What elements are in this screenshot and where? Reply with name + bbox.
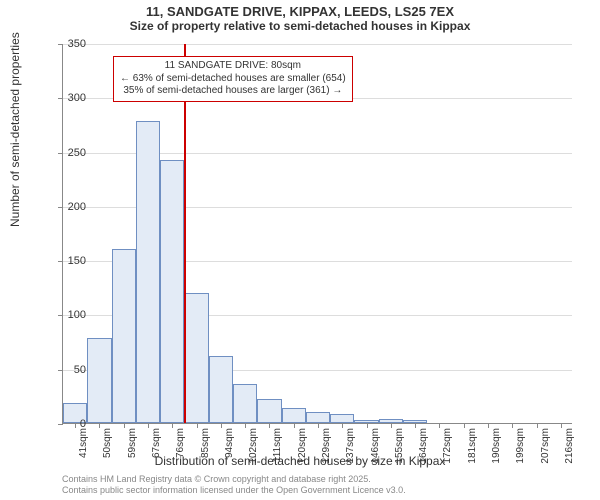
xtick-label: 41sqm [78,428,89,478]
histogram-bar [257,399,281,423]
chart-container: 11, SANDGATE DRIVE, KIPPAX, LEEDS, LS25 … [0,0,600,500]
y-axis-label: Number of semi-detached properties [8,32,22,227]
xtick-mark [537,423,538,428]
xtick-mark [294,423,295,428]
xtick-label: 111sqm [272,428,283,478]
xtick-label: 137sqm [345,428,356,478]
ytick-label: 100 [46,309,86,321]
xtick-mark [464,423,465,428]
grid-line [63,44,572,45]
histogram-bar [306,412,330,423]
chart-titles: 11, SANDGATE DRIVE, KIPPAX, LEEDS, LS25 … [0,4,600,33]
xtick-mark [415,423,416,428]
xtick-mark [439,423,440,428]
xtick-label: 102sqm [248,428,259,478]
annotation-line: 11 SANDGATE DRIVE: 80sqm [120,60,346,73]
xtick-label: 146sqm [370,428,381,478]
xtick-label: 129sqm [321,428,332,478]
xtick-mark [512,423,513,428]
xtick-label: 190sqm [491,428,502,478]
xtick-mark [148,423,149,428]
ytick-label: 350 [46,38,86,50]
histogram-bar [184,293,208,423]
credits: Contains HM Land Registry data © Crown c… [62,474,406,496]
ytick-label: 200 [46,201,86,213]
xtick-mark [124,423,125,428]
histogram-bar [282,408,306,423]
xtick-label: 94sqm [224,428,235,478]
xtick-mark [488,423,489,428]
xtick-label: 76sqm [175,428,186,478]
chart-title-line1: 11, SANDGATE DRIVE, KIPPAX, LEEDS, LS25 … [0,4,600,19]
xtick-mark [269,423,270,428]
xtick-label: 172sqm [442,428,453,478]
chart-title-line2: Size of property relative to semi-detach… [0,19,600,33]
annotation-box: 11 SANDGATE DRIVE: 80sqm← 63% of semi-de… [113,56,353,102]
xtick-mark [245,423,246,428]
histogram-bar [136,121,160,423]
xtick-label: 120sqm [297,428,308,478]
xtick-mark [197,423,198,428]
xtick-mark [221,423,222,428]
histogram-bar [112,249,136,423]
xtick-mark [318,423,319,428]
xtick-mark [342,423,343,428]
xtick-label: 155sqm [394,428,405,478]
xtick-mark [367,423,368,428]
ytick-label: 150 [46,255,86,267]
xtick-mark [172,423,173,428]
xtick-label: 181sqm [467,428,478,478]
plot-area: 11 SANDGATE DRIVE: 80sqm← 63% of semi-de… [62,44,572,424]
xtick-label: 85sqm [200,428,211,478]
annotation-line: 35% of semi-detached houses are larger (… [120,85,346,98]
xtick-label: 216sqm [564,428,575,478]
xtick-mark [561,423,562,428]
histogram-bar [160,160,184,423]
ytick-label: 50 [46,364,86,376]
xtick-label: 207sqm [540,428,551,478]
xtick-label: 67sqm [151,428,162,478]
xtick-label: 50sqm [102,428,113,478]
histogram-bar [87,338,111,423]
histogram-bar [330,414,354,423]
xtick-label: 199sqm [515,428,526,478]
x-axis-label: Distribution of semi-detached houses by … [0,454,600,468]
xtick-label: 59sqm [127,428,138,478]
xtick-mark [391,423,392,428]
xtick-mark [99,423,100,428]
credits-line2: Contains public sector information licen… [62,485,406,496]
annotation-line: ← 63% of semi-detached houses are smalle… [120,73,346,86]
ytick-label: 300 [46,92,86,104]
credits-line1: Contains HM Land Registry data © Crown c… [62,474,406,485]
ytick-label: 250 [46,147,86,159]
histogram-bar [209,356,233,423]
xtick-label: 164sqm [418,428,429,478]
histogram-bar [233,384,257,423]
